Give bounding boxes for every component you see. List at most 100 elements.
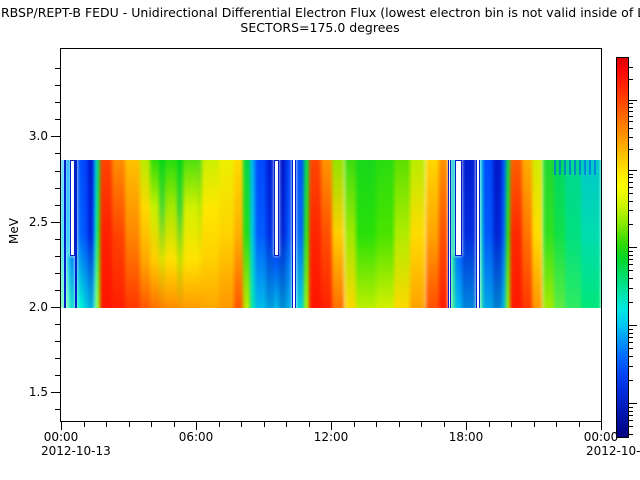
colorbar-minor-tick — [629, 224, 633, 225]
data-gap-column — [448, 160, 452, 308]
spectrogram-segment — [553, 160, 565, 308]
y-axis-title: MeV — [7, 218, 21, 244]
y-minor-tick — [55, 255, 60, 257]
colorbar-minor-tick — [629, 356, 633, 357]
spectrogram-color-layer — [61, 160, 601, 308]
spectrogram-segment — [304, 160, 309, 308]
x-minor-tick — [173, 422, 175, 427]
x-minor-tick — [263, 422, 265, 427]
spectrogram-segment — [510, 160, 523, 308]
x-minor-tick — [151, 422, 152, 427]
y-minor-tick — [55, 68, 60, 70]
y-minor-tick — [55, 272, 60, 274]
colorbar-minor-tick — [629, 67, 633, 68]
colorbar-minor-tick — [629, 434, 633, 435]
spectrogram-segment — [439, 160, 448, 308]
spectrogram-segment — [88, 160, 95, 308]
spectrogram-segment-below-notch — [69, 256, 75, 308]
y-major-tick — [51, 307, 60, 308]
colorbar-major-tick — [629, 100, 637, 101]
spectrogram-segment — [462, 160, 477, 308]
colorbar-minor-tick — [629, 278, 633, 279]
colorbar-minor-tick — [629, 174, 633, 175]
x-minor-tick — [421, 422, 422, 427]
spectrogram-segment-below-notch — [273, 256, 280, 308]
spectrogram-gap-layer — [61, 160, 601, 308]
x-tick-label: 06:00 — [178, 430, 214, 444]
chart-title: RBSP/REPT-B FEDU - Unidirectional Differ… — [1, 5, 640, 20]
colorbar-minor-tick — [629, 337, 633, 338]
x-minor-tick — [128, 422, 130, 427]
x-tick-label: 18:00 — [448, 430, 484, 444]
spectrogram-segment — [308, 160, 321, 308]
x-tick-label: 00:00 — [583, 430, 619, 444]
y-minor-tick — [55, 204, 60, 206]
colorbar-minor-tick — [629, 193, 633, 194]
spectrogram-segment — [296, 160, 304, 308]
y-tick-label: 1.5 — [28, 385, 48, 400]
spectrogram-segment — [176, 160, 183, 308]
y-minor-tick — [55, 289, 60, 291]
colorbar-minor-tick — [629, 380, 633, 381]
colorbar-minor-tick — [629, 348, 633, 349]
spectrogram-segment — [201, 160, 219, 308]
spectrogram-segment — [565, 160, 581, 308]
x-major-tick — [601, 422, 602, 430]
colorbar-minor-tick — [629, 103, 633, 104]
colorbar-minor-tick — [629, 182, 633, 183]
spectrogram-segment — [243, 160, 250, 308]
colorbar-minor-tick — [629, 288, 633, 289]
spectrogram-segment — [394, 160, 410, 308]
spectrogram-segment — [82, 160, 88, 308]
spectrogram-segment — [506, 160, 511, 308]
spectrogram-segment — [542, 160, 554, 308]
y-major-tick — [51, 136, 60, 138]
y-minor-tick — [55, 358, 60, 360]
x-major-tick — [61, 422, 62, 430]
high-energy-blue-streaks — [553, 160, 599, 175]
colorbar-minor-tick — [629, 116, 633, 117]
colorbar-minor-tick — [629, 415, 633, 416]
spectrogram-segment — [502, 160, 507, 308]
colorbar-minor-tick — [629, 251, 633, 252]
colorbar-minor-tick — [629, 411, 633, 412]
x-minor-tick — [106, 422, 107, 427]
spectrogram-segment — [265, 160, 274, 308]
spectrogram-segment — [61, 160, 64, 308]
colorbar-minor-tick — [629, 342, 633, 343]
spectrogram-segment — [409, 160, 426, 308]
colorbar-minor-tick — [629, 79, 633, 80]
spectrogram-segment — [94, 160, 97, 308]
spectrogram-segment — [182, 160, 199, 308]
spectrogram-segment — [483, 160, 493, 308]
data-gap-column — [63, 160, 66, 308]
spectrogram-segment — [451, 160, 456, 308]
colorbar-major-tick — [629, 170, 637, 171]
x-major-tick — [331, 422, 332, 430]
colorbar-minor-tick — [629, 177, 633, 178]
colorbar-major-tick — [629, 403, 637, 404]
spectrogram-segment — [249, 160, 255, 308]
x-axis-date-start: 2012-10-13 — [41, 444, 111, 458]
data-notch-column — [273, 160, 280, 256]
colorbar-minor-tick — [629, 137, 633, 138]
colorbar-minor-tick — [629, 426, 633, 427]
spectrogram-segment — [100, 160, 112, 308]
spectrogram-segment — [139, 160, 150, 308]
spectrogram-segment — [234, 160, 244, 308]
y-tick-label: 2.0 — [28, 300, 48, 314]
x-major-tick — [196, 422, 197, 430]
spectrogram-band — [61, 160, 601, 308]
colorbar-minor-tick — [629, 121, 633, 122]
y-tick-label: 2.5 — [28, 214, 48, 229]
spectrogram-segment — [111, 160, 126, 308]
data-notch-column — [69, 160, 75, 256]
y-minor-tick — [55, 119, 60, 121]
colorbar-minor-tick — [629, 201, 633, 202]
y-minor-tick — [55, 238, 60, 240]
y-minor-tick — [55, 85, 60, 87]
colorbar-major-tick — [629, 325, 637, 326]
colorbar-minor-tick — [629, 264, 633, 265]
spectrogram-segment — [376, 160, 394, 308]
colorbar-minor-tick — [629, 420, 633, 421]
